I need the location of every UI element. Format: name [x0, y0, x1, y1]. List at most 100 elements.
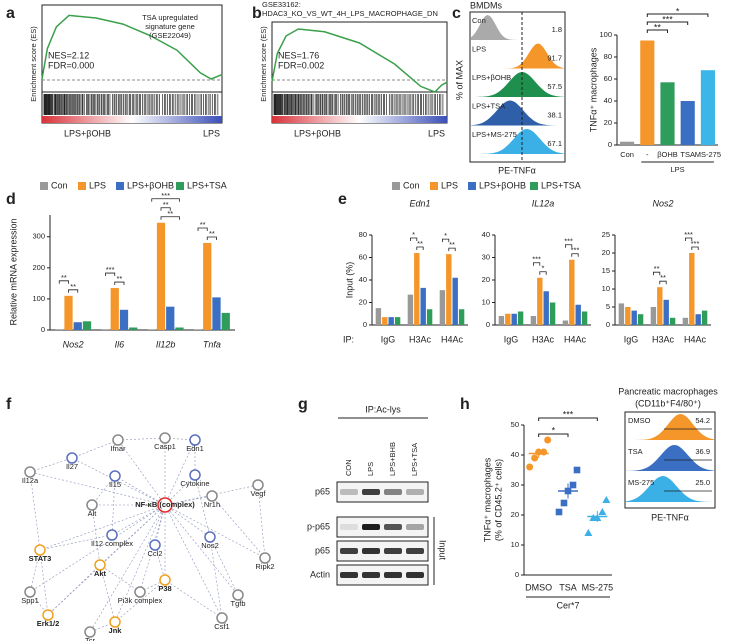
sig-bracket [685, 237, 693, 241]
legend-swatch [530, 182, 538, 190]
bar [695, 314, 701, 325]
y-tick-label: 60 [604, 74, 612, 83]
network-node [189, 469, 201, 481]
bar [620, 141, 635, 145]
data-point [544, 436, 552, 444]
sig-label: * [552, 425, 556, 435]
gsea-title: GSE33162: [262, 0, 301, 9]
network-node [204, 531, 216, 543]
node-label: Jnk [109, 626, 123, 635]
network-node [252, 479, 264, 491]
sig-bracket [206, 236, 217, 240]
y-tick-label: 40 [482, 230, 490, 239]
blot-band [384, 572, 402, 578]
percent-label: 1.8 [552, 25, 562, 34]
y-axis-label: Enrichment score (ES) [29, 26, 38, 102]
x-tick-label: βOHB [657, 150, 678, 159]
network-edge [99, 564, 141, 593]
bar [537, 277, 543, 325]
blot-frame [336, 516, 429, 538]
flow-frame [469, 11, 566, 163]
bar [505, 313, 511, 325]
network-edge [164, 504, 223, 619]
annotation: signature gene [145, 22, 195, 31]
bar [543, 291, 549, 325]
legend-swatch [430, 182, 438, 190]
y-axis-label: Input (%) [344, 262, 354, 299]
network-edge [164, 504, 266, 559]
node-label: Ccl2 [147, 549, 162, 558]
bar [640, 40, 655, 145]
flow-title: BMDMs [470, 0, 502, 10]
x-label-left: LPS+βOHB [294, 128, 341, 138]
node-label: Il12a [22, 476, 39, 485]
y-tick-label: 15 [602, 266, 610, 275]
sig-label: *** [662, 14, 673, 24]
legend-label: LPS+TSA [187, 180, 227, 190]
sig-bracket [646, 13, 709, 17]
network-node [206, 490, 218, 502]
bar [637, 314, 644, 325]
blot-band [362, 489, 380, 495]
bar [530, 316, 537, 325]
node-label: Il12 complex [91, 539, 133, 548]
bar [129, 327, 138, 330]
data-point [560, 499, 568, 507]
legend-label: LPS [89, 180, 106, 190]
bar [420, 287, 426, 325]
sig-label: ** [660, 273, 666, 282]
network-edge [114, 579, 166, 623]
bar [549, 302, 556, 325]
flow-histogram [626, 476, 714, 502]
bar [562, 320, 569, 325]
network-edge [29, 549, 41, 593]
bar [700, 70, 715, 145]
percent-label: 25.0 [695, 478, 710, 487]
x-label-right: LPS [428, 128, 445, 138]
node-label: Ripk2 [255, 562, 274, 571]
fdr-label: FDR=0.000 [48, 60, 94, 70]
bar [660, 82, 675, 145]
sig-bracket [105, 272, 116, 277]
node-label: STAT3 [29, 554, 52, 563]
panel-label: g [298, 396, 308, 413]
network-node [86, 499, 98, 511]
flow-histogram [471, 129, 564, 154]
legend-swatch [116, 182, 124, 190]
network-node [189, 434, 201, 446]
network-edge [164, 474, 196, 506]
bar [119, 309, 129, 330]
blot-band [406, 489, 424, 495]
inset-subtitle: (CD11b⁺F4/80⁺) [635, 398, 701, 408]
y-tick-label: 80 [604, 52, 612, 61]
y-tick-label: 10 [602, 284, 610, 293]
network-edge [211, 495, 266, 559]
network-edge [114, 475, 166, 506]
flow-histogram [471, 100, 564, 126]
legend-swatch [40, 182, 48, 190]
sample-label: LPS [472, 44, 486, 53]
network-node [149, 539, 161, 551]
flow-histogram [471, 72, 564, 97]
node-label: Il27 [66, 462, 78, 471]
legend-label: LPS [441, 180, 458, 190]
bar [221, 312, 230, 330]
network-edge [164, 504, 211, 538]
x-tick-label: H3Ac [409, 334, 432, 344]
network-node [106, 529, 118, 541]
blot-frame [336, 481, 429, 503]
network-edge [114, 504, 166, 623]
y-axis-label: Enrichment score (ES) [259, 26, 268, 102]
sig-bracket [448, 247, 456, 252]
chart-title: IL12a [532, 198, 555, 208]
enrichment-curve [41, 14, 223, 80]
sig-bracket [646, 29, 668, 33]
lane-label: LPS+TSA [410, 443, 419, 476]
sig-label: *** [684, 230, 693, 239]
network-node [109, 470, 121, 482]
lane-label: CON [344, 459, 353, 476]
x-tick-label: Tnfa [203, 339, 221, 349]
bar [388, 317, 394, 325]
y-tick-label: 10 [511, 540, 519, 549]
network-edge [39, 549, 49, 616]
